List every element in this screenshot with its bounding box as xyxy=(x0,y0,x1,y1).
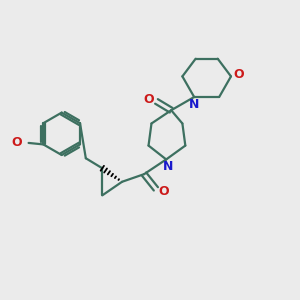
Text: O: O xyxy=(144,93,154,106)
Text: N: N xyxy=(189,98,200,111)
Text: O: O xyxy=(158,185,169,198)
Text: O: O xyxy=(11,136,22,149)
Text: N: N xyxy=(163,160,173,173)
Text: O: O xyxy=(233,68,244,81)
